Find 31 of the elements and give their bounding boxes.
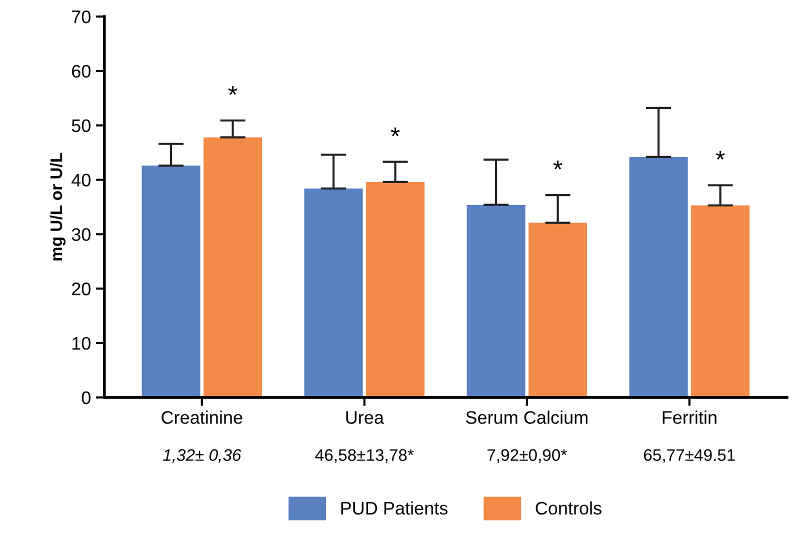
bar [466,204,526,398]
x-tick-label: Ferritin [662,410,716,424]
annotation: * [390,127,400,136]
y-tick-label: 30 [72,228,90,241]
annotation: * [228,86,238,95]
bar [629,156,688,398]
text: 46,58±13,78* [315,449,414,463]
annotation: * [553,160,562,170]
text: 65,77±49.51 [644,449,735,463]
y-tick-label: 40 [72,174,90,187]
y-axis-title: mg U/L or U/L [50,153,66,260]
y-tick-label: 70 [72,10,90,24]
legend-label: Controls [536,501,602,515]
y-tick-label: 0 [82,391,90,404]
annotation: * [716,150,725,160]
bar [691,205,750,398]
x-tick-label: Urea [346,411,384,424]
bar [142,166,200,398]
y-tick-label: 50 [72,119,90,132]
y-tick-label: 10 [72,336,90,350]
x-tick-label: Creatinine [162,410,242,424]
bar [528,222,588,398]
text: 1,32± 0,36 [163,449,242,463]
bar [204,137,262,398]
bar [304,188,363,398]
x-tick-label: Serum Calcium [466,410,588,424]
y-tick-label: 60 [72,64,90,78]
bar [366,182,425,398]
text: 7,92±0,90* [488,449,567,463]
y-tick-label: 20 [72,282,90,296]
legend-label: PUD Patients [341,501,448,515]
